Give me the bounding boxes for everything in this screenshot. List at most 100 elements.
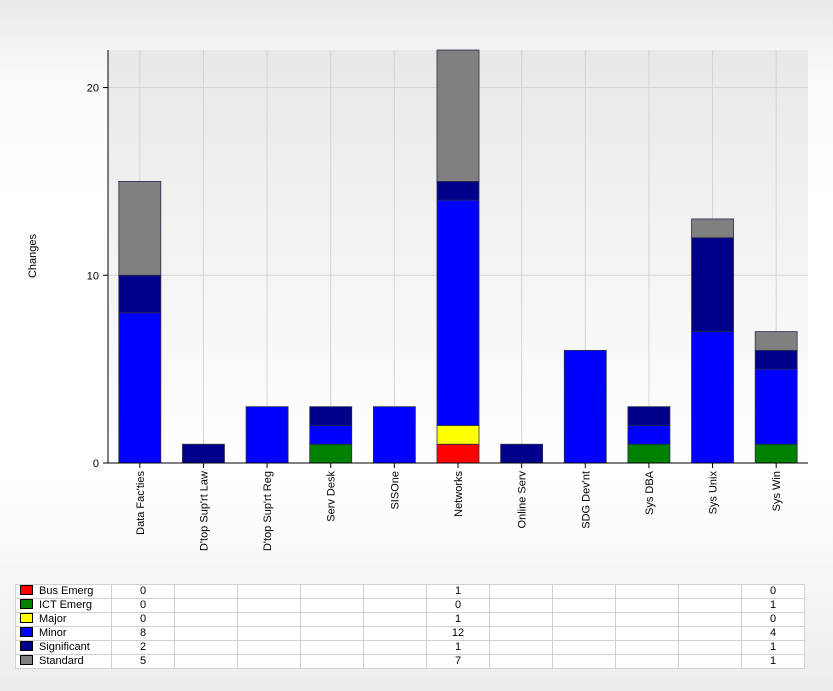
- table-cell: [363, 584, 427, 599]
- table-cell: [615, 640, 679, 655]
- table-cell: 1: [741, 654, 805, 669]
- bars: [118, 49, 798, 464]
- table-cell: [237, 598, 301, 613]
- legend-swatch: [20, 599, 33, 610]
- bar-segment: [754, 349, 798, 370]
- x-tick-label: Networks: [453, 471, 465, 517]
- legend-swatch: [20, 585, 33, 596]
- table-cell: [174, 626, 238, 641]
- table-cell: [363, 654, 427, 669]
- table-cell: [615, 654, 679, 669]
- bar-segment: [691, 218, 734, 239]
- table-cell: [678, 654, 742, 669]
- bar-segment: [309, 443, 353, 464]
- table-cell: [489, 640, 553, 655]
- table-cell: 1: [741, 640, 805, 655]
- table-cell: 12: [426, 626, 490, 641]
- legend-label: Standard: [39, 655, 84, 667]
- table-cell: [552, 626, 616, 641]
- legend-swatch: [20, 627, 33, 638]
- table-cell: [300, 640, 364, 655]
- bar-segment: [436, 181, 480, 201]
- x-tick-label: D'top Sup'rt Reg: [262, 471, 274, 551]
- stacked-bar-chart: 0 10 20 Data Fac'ties D'top Sup'rt Law D'top…: [27, 49, 808, 551]
- table-cell: 1: [741, 598, 805, 613]
- x-tick-label: Data Fac'ties: [135, 471, 147, 535]
- bar-segment: [118, 181, 162, 276]
- legend-label: Bus Emerg: [39, 585, 94, 597]
- table-cell: 1: [426, 584, 490, 599]
- table-cell: 8: [111, 626, 175, 641]
- table-cell: [363, 598, 427, 613]
- table-row: ICT Emerg 0 0 1: [15, 598, 805, 613]
- bar-segment: [182, 443, 225, 464]
- table-cell: [489, 584, 553, 599]
- table-cell: [678, 598, 742, 613]
- bar-segment: [309, 406, 353, 426]
- table-cell: 0: [111, 612, 175, 627]
- table-cell: [552, 640, 616, 655]
- bar-segment: [245, 406, 289, 464]
- x-tick-label: Serv Desk: [326, 471, 338, 522]
- table-cell: [300, 598, 364, 613]
- table-cell: [300, 654, 364, 669]
- x-tick-label: Sys DBA: [644, 470, 656, 515]
- y-tick-label: 20: [87, 83, 99, 95]
- bar-segment: [436, 49, 480, 182]
- legend-label: ICT Emerg: [39, 599, 92, 611]
- bar-segment: [754, 443, 798, 464]
- bar-segment: [118, 312, 162, 464]
- legend-swatch: [20, 641, 33, 652]
- y-ticks: 0 10 20: [87, 83, 108, 470]
- bar-segment: [627, 406, 671, 426]
- table-row: Significant 2 1 1: [15, 640, 805, 655]
- table-cell: 2: [111, 640, 175, 655]
- bar-segment: [563, 349, 607, 464]
- table-cell: [237, 640, 301, 655]
- table-cell: 4: [741, 626, 805, 641]
- legend-label: Major: [39, 613, 67, 625]
- table-cell: [363, 640, 427, 655]
- x-tick-label: SISOne: [389, 471, 401, 510]
- y-axis-label: Changes: [27, 233, 39, 278]
- table-cell: 1: [426, 640, 490, 655]
- legend-entry: Major: [15, 612, 112, 627]
- x-ticks: Data Fac'ties D'top Sup'rt Law D'top Sup'r…: [135, 463, 783, 551]
- table-cell: [237, 612, 301, 627]
- table-cell: [300, 584, 364, 599]
- bar-segment: [436, 425, 480, 445]
- x-tick-label: D'top Sup'rt Law: [198, 471, 210, 551]
- x-tick-label: SDG Dev'nt: [580, 471, 592, 529]
- legend-label: Significant: [39, 641, 90, 653]
- bar-segment: [691, 331, 734, 464]
- bar-segment: [627, 425, 671, 445]
- table-cell: [174, 640, 238, 655]
- table-cell: [552, 654, 616, 669]
- bar-segment: [691, 237, 734, 332]
- legend-label: Minor: [39, 627, 67, 639]
- legend-swatch: [20, 655, 33, 666]
- bar-segment: [627, 443, 671, 464]
- table-cell: [615, 598, 679, 613]
- table-cell: [174, 612, 238, 627]
- bar-segment: [372, 406, 416, 464]
- x-tick-label: Online Serv: [517, 471, 529, 529]
- table-cell: [174, 584, 238, 599]
- table-cell: [363, 626, 427, 641]
- data-table: Bus Emerg 0 1 0 ICT Emerg 0 0 1 Major 0 1 0 Minor 8 12…: [15, 584, 805, 669]
- table-cell: [237, 654, 301, 669]
- table-cell: [615, 626, 679, 641]
- legend-entry: Standard: [15, 654, 112, 669]
- table-cell: 1: [426, 612, 490, 627]
- table-cell: 0: [111, 584, 175, 599]
- table-cell: [489, 654, 553, 669]
- legend-swatch: [20, 613, 33, 624]
- table-cell: [552, 612, 616, 627]
- table-cell: 0: [111, 598, 175, 613]
- table-cell: [678, 612, 742, 627]
- table-cell: [489, 626, 553, 641]
- legend-entry: Significant: [15, 640, 112, 655]
- x-tick-label: Sys Unix: [708, 471, 720, 515]
- table-cell: [678, 640, 742, 655]
- table-cell: [237, 584, 301, 599]
